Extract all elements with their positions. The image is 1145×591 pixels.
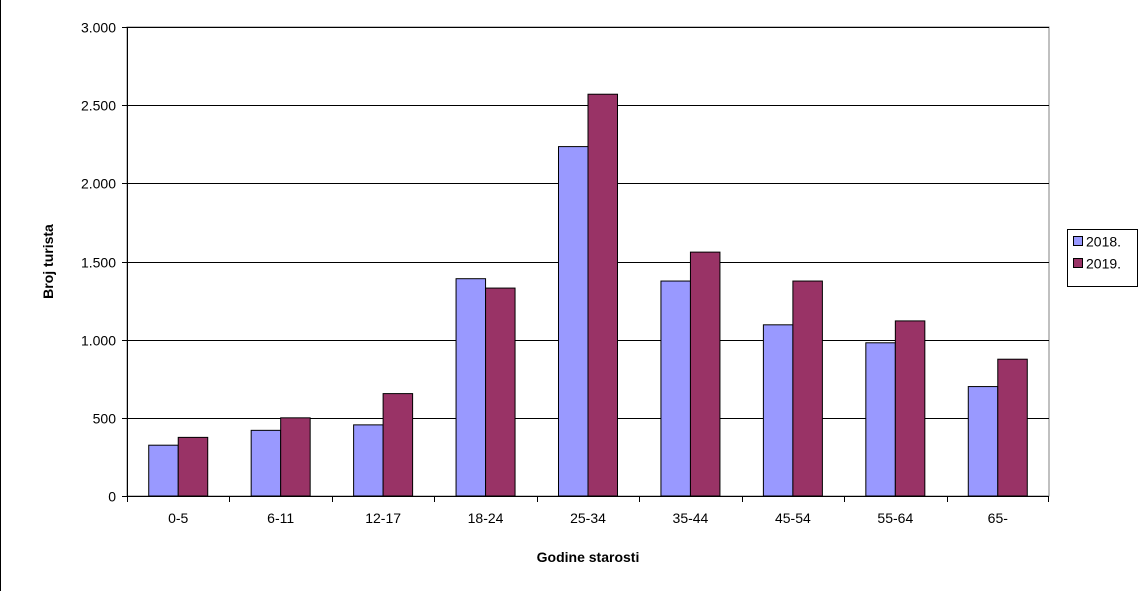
y-tick-label: 0 [108,489,116,505]
x-tick-label: 12-17 [365,510,401,526]
y-tick-label: 1.000 [81,333,116,349]
bar-2018-18-24 [455,278,487,497]
y-tick-labels: 0 500 1.000 1.500 2.000 2.500 3.000 [81,20,116,505]
x-tick-label: 0-5 [168,510,188,526]
y-tick-label: 3.000 [81,20,116,36]
x-tick-label: 6-11 [267,510,294,526]
x-tick-label: 55-64 [877,510,913,526]
bar-2019-35-44 [689,251,721,497]
bar-2018-45-54 [762,324,794,497]
bar-2019-65- [997,358,1028,497]
x-tick-label: 25-34 [570,510,606,526]
x-tick-label: 35-44 [673,510,709,526]
bar-2019-55-64 [894,320,926,497]
legend-label: 2018. [1086,234,1121,250]
bars [148,93,1028,497]
x-tick-label: 18-24 [468,510,504,526]
legend-swatch [1073,258,1083,268]
bar-2019-45-54 [792,280,823,497]
bar-2019-6-11 [280,417,311,497]
bar-2019-18-24 [485,287,516,497]
bar-2019-12-17 [382,393,414,497]
bar-2018-6-11 [250,429,282,497]
y-tick-label: 2.500 [81,98,116,114]
y-tick-label: 500 [93,411,117,427]
bar-2018-0-5 [148,444,179,497]
x-tick-labels: 0-5 6-11 12-17 18-24 25-34 35-44 45-54 55-64 65- [168,510,1008,526]
y-axis-title: Broj turista [40,224,56,299]
bar-2018-25-34 [558,146,589,497]
legend-label: 2019. [1086,256,1121,272]
bar-2018-55-64 [865,342,896,497]
y-tick-label: 2.000 [81,176,116,192]
y-tick-label: 1.500 [81,255,116,271]
axes [122,27,1049,502]
x-axis-title: Godine starosti [537,549,640,565]
x-tick-label: 65- [988,510,1009,526]
bar-2018-35-44 [660,280,691,497]
bar-2018-12-17 [353,424,384,497]
bar-2019-0-5 [177,436,209,497]
legend: 2018. 2019. [1067,229,1138,287]
x-tick-label: 45-54 [775,510,811,526]
legend-swatch [1073,236,1083,246]
bar-2018-65- [967,386,999,497]
bar-2019-25-34 [587,93,618,497]
